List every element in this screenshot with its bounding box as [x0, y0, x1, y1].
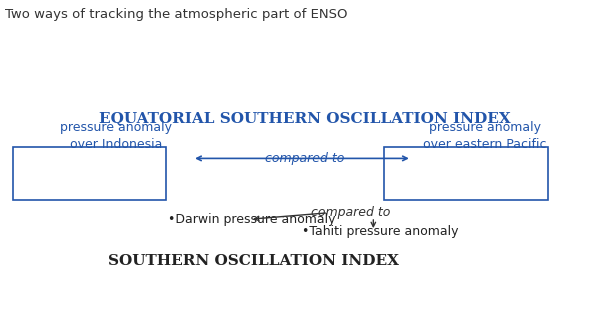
Text: Two ways of tracking the atmospheric part of ENSO: Two ways of tracking the atmospheric par… — [5, 8, 347, 21]
Text: compared to: compared to — [265, 152, 345, 165]
Text: EQUATORIAL SOUTHERN OSCILLATION INDEX: EQUATORIAL SOUTHERN OSCILLATION INDEX — [99, 111, 511, 125]
Text: pressure anomaly
over Indonesia: pressure anomaly over Indonesia — [60, 121, 172, 151]
Text: •Tahiti pressure anomaly: •Tahiti pressure anomaly — [302, 225, 459, 237]
Text: pressure anomaly
over eastern Pacific: pressure anomaly over eastern Pacific — [423, 121, 547, 151]
Text: SOUTHERN OSCILLATION INDEX: SOUTHERN OSCILLATION INDEX — [107, 254, 399, 268]
Text: •Darwin pressure anomaly: •Darwin pressure anomaly — [168, 213, 336, 226]
Text: compared to: compared to — [311, 206, 390, 219]
